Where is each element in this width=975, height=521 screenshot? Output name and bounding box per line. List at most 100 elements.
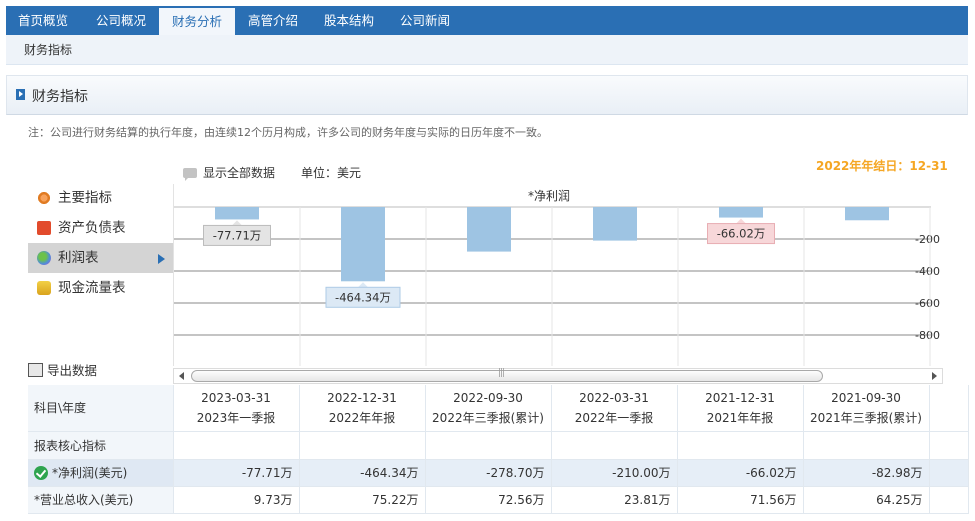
menu-item-cash-flow[interactable]: 现金流量表: [28, 273, 173, 303]
tab-home-overview[interactable]: 首页概览: [17, 13, 68, 28]
table-cell: 9.73万: [173, 486, 300, 514]
column-period: 2022年一季报: [574, 410, 654, 425]
table-section-row: 报表核心指标: [28, 431, 969, 460]
tab-financial-analysis[interactable]: 财务分析: [159, 8, 235, 35]
empty-cell: [803, 431, 930, 460]
column-period: 2021年年报: [706, 410, 774, 425]
empty-cell: [425, 431, 552, 460]
show-all-data-label: 显示全部数据: [203, 166, 276, 180]
data-label: -66.02万: [717, 227, 766, 241]
chart-horizontal-scrollbar[interactable]: [173, 368, 943, 384]
chart-bar: [215, 207, 259, 220]
column-date: 2021-09-30: [831, 390, 901, 405]
income-statement-icon: [37, 251, 51, 265]
export-data-button[interactable]: 导出数据: [28, 360, 97, 379]
row-label-text: *净利润(美元): [52, 466, 128, 480]
column-header: 2022-09-30 2022年三季报(累计): [425, 385, 552, 432]
y-tick-label: -600: [915, 297, 940, 310]
export-icon: [28, 362, 43, 377]
empty-cell: [929, 431, 969, 460]
table-corner-label: 科目\年度: [28, 385, 174, 432]
menu-item-income-statement[interactable]: 利润表: [28, 243, 173, 273]
financial-table: 科目\年度 2023-03-31 2023年一季报 2022-12-31 2022年…: [28, 385, 969, 514]
table-cell: 23.81万: [551, 486, 678, 514]
tab-company-overview[interactable]: 公司概况: [95, 13, 146, 28]
menu-item-label: 利润表: [58, 250, 99, 266]
row-label: *营业总收入(美元): [28, 486, 174, 514]
data-label-box: [203, 224, 271, 246]
empty-cell: [551, 431, 678, 460]
export-data-label: 导出数据: [47, 363, 98, 378]
column-date: 2022-09-30: [453, 390, 523, 405]
row-label: *净利润(美元): [28, 459, 174, 487]
tab-share-structure[interactable]: 股本结构: [323, 13, 374, 28]
table-cell: -66.02万: [677, 459, 804, 487]
data-label: -77.71万: [213, 228, 262, 242]
empty-cell: [299, 431, 426, 460]
chart-bar: [719, 207, 763, 218]
net-profit-chart-svg: *净利润 -200 -400 -600 -800 -77.71万 -464.34万 -66.0…: [174, 189, 940, 366]
chart-bar: [341, 207, 385, 282]
tab-company-news[interactable]: 公司新闻: [399, 13, 450, 28]
empty-cell: [677, 431, 804, 460]
chevron-right-icon: [158, 254, 165, 264]
data-label-pointer: [232, 220, 242, 226]
table-cell: -82.98万: [803, 459, 930, 487]
panel-title: 财务指标: [32, 89, 88, 105]
chart-bar: [467, 207, 511, 252]
y-tick-label: -800: [915, 329, 940, 342]
panel-header: 财务指标: [6, 75, 968, 115]
year-end-label: 2022年年结日：12-31: [816, 159, 948, 173]
top-nav: 首页概览 公司概况 财务分析 高管介绍 股本结构 公司新闻: [6, 6, 968, 35]
table-header-row: 科目\年度 2023-03-31 2023年一季报 2022-12-31 2022年…: [28, 385, 969, 432]
column-period: 2021年三季报(累计): [810, 410, 922, 425]
column-date: 2023-03-31: [201, 390, 271, 405]
column-header: 2021-12-31 2021年年报: [677, 385, 804, 432]
sub-nav: 财务指标: [6, 35, 968, 65]
column-header: 2021-09-30 2021年三季报(累计): [803, 385, 930, 432]
chart-bar: [845, 207, 889, 221]
table-row-revenue[interactable]: *营业总收入(美元) 9.73万 75.22万 72.56万 23.81万 71…: [28, 486, 969, 514]
scroll-right-icon[interactable]: [926, 369, 942, 383]
chart-bar: [593, 207, 637, 241]
table-cell: 64.25万: [803, 486, 930, 514]
balance-sheet-icon: [37, 221, 51, 235]
empty-cell: [929, 459, 969, 487]
empty-cell: [173, 431, 300, 460]
subnav-financial-indicators[interactable]: 财务指标: [24, 43, 73, 57]
show-all-data-toggle[interactable]: 显示全部数据: [183, 164, 275, 181]
table-cell: 72.56万: [425, 486, 552, 514]
column-period: 2023年一季报: [196, 410, 276, 425]
data-label-pointer: [358, 282, 368, 288]
data-label-box: [325, 286, 401, 308]
comment-icon: [183, 167, 197, 181]
data-label: -464.34万: [335, 290, 391, 304]
cash-flow-icon: [37, 281, 51, 295]
table-cell: -77.71万: [173, 459, 300, 487]
indicator-icon: [37, 191, 51, 205]
menu-item-label: 资产负债表: [58, 220, 126, 236]
column-period: 2022年三季报(累计): [432, 410, 544, 425]
scroll-left-icon[interactable]: [174, 369, 190, 383]
section-label: 报表核心指标: [28, 431, 174, 460]
empty-cell: [929, 486, 969, 514]
menu-item-main-indicators[interactable]: 主要指标: [28, 183, 173, 213]
chart-title: *净利润: [528, 189, 570, 203]
table-cell: -278.70万: [425, 459, 552, 487]
y-tick-label: -200: [915, 233, 940, 246]
column-date: 2021-12-31: [705, 390, 775, 405]
column-header: 2022-12-31 2022年年报: [299, 385, 426, 432]
table-cell: -464.34万: [299, 459, 426, 487]
column-header: 2022-03-31 2022年一季报: [551, 385, 678, 432]
panel-marker-icon: [16, 89, 25, 100]
menu-item-label: 现金流量表: [58, 280, 126, 296]
unit-label: 单位：美元: [301, 166, 362, 180]
fiscal-year-note: 注：公司进行财务结算的执行年度，由连续12个历月构成，许多公司的财务年度与实际的…: [28, 126, 548, 139]
tab-management[interactable]: 高管介绍: [247, 13, 298, 28]
scrollbar-thumb[interactable]: [191, 368, 823, 382]
net-profit-chart: *净利润 -200 -400 -600 -800 -77.71万 -464.34万 -66.0…: [173, 184, 943, 366]
table-row-net-profit[interactable]: *净利润(美元) -77.71万 -464.34万 -278.70万 -210.…: [28, 459, 969, 487]
column-header: 2023-03-31 2023年一季报: [173, 385, 300, 432]
table-cell: 71.56万: [677, 486, 804, 514]
menu-item-balance-sheet[interactable]: 资产负债表: [28, 213, 173, 243]
